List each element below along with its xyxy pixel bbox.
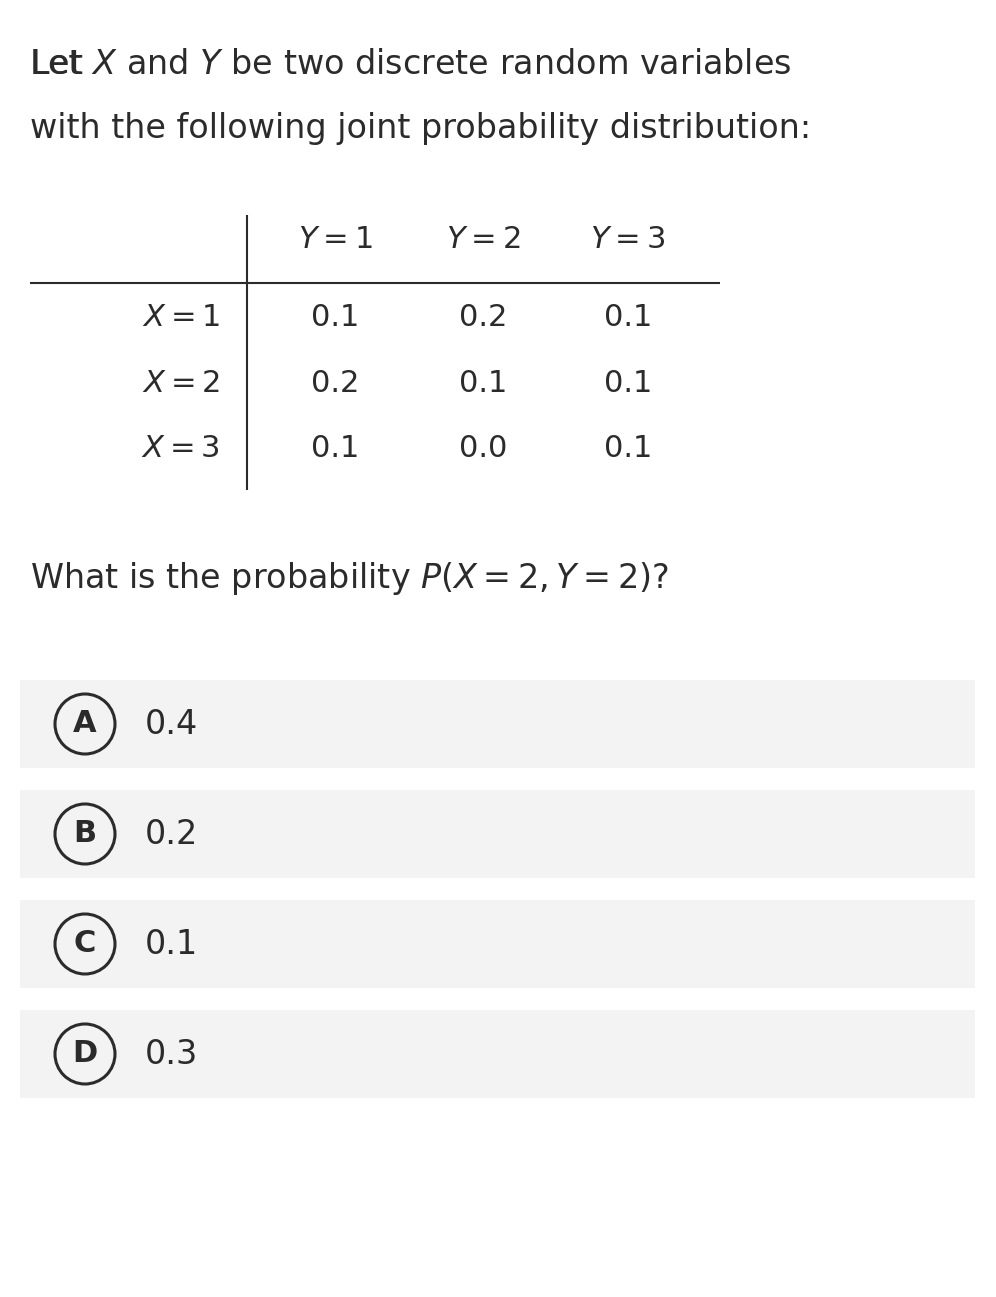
Text: 0.1: 0.1	[459, 368, 507, 397]
Text: 0.1: 0.1	[604, 368, 652, 397]
FancyBboxPatch shape	[20, 790, 975, 878]
Text: $Y = 1$: $Y = 1$	[298, 224, 373, 254]
FancyBboxPatch shape	[20, 900, 975, 988]
Text: $Y = 3$: $Y = 3$	[591, 224, 665, 254]
Text: 0.3: 0.3	[145, 1038, 198, 1070]
Text: $X = 2$: $X = 2$	[142, 368, 220, 397]
FancyBboxPatch shape	[20, 1010, 975, 1099]
Text: $X = 3$: $X = 3$	[141, 433, 220, 463]
Text: 0.2: 0.2	[311, 368, 360, 397]
Text: 0.2: 0.2	[145, 817, 198, 851]
Text: 0.2: 0.2	[459, 303, 507, 332]
Text: with the following joint probability distribution:: with the following joint probability dis…	[30, 112, 811, 145]
Text: Let: Let	[30, 48, 92, 80]
Text: $Y = 2$: $Y = 2$	[446, 224, 520, 254]
Text: B: B	[74, 820, 97, 848]
Text: What is the probability $P(X = 2, Y = 2)$?: What is the probability $P(X = 2, Y = 2)…	[30, 560, 668, 597]
Text: 0.1: 0.1	[145, 927, 198, 961]
Text: 0.1: 0.1	[311, 303, 360, 332]
Text: 0.4: 0.4	[145, 707, 198, 741]
Text: 0.1: 0.1	[604, 433, 652, 463]
Text: $X = 1$: $X = 1$	[141, 303, 220, 332]
Text: 0.1: 0.1	[604, 303, 652, 332]
Text: C: C	[74, 930, 97, 958]
Text: 0.0: 0.0	[459, 433, 507, 463]
Text: A: A	[73, 709, 97, 738]
Text: 0.1: 0.1	[311, 433, 360, 463]
FancyBboxPatch shape	[20, 680, 975, 768]
Text: Let $X$ and $Y$ be two discrete random variables: Let $X$ and $Y$ be two discrete random v…	[30, 48, 792, 80]
Text: D: D	[73, 1039, 98, 1069]
